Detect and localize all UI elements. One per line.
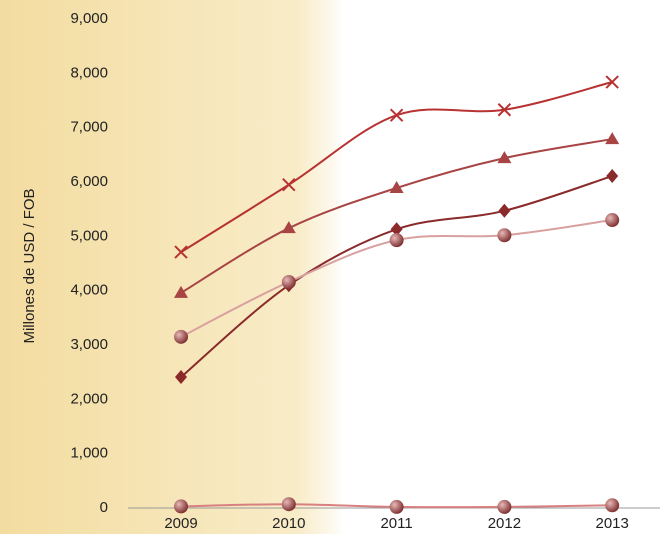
x-tick-label: 2013 xyxy=(596,515,629,532)
point xyxy=(175,370,187,385)
x-tick-label: 2009 xyxy=(164,515,197,532)
point xyxy=(281,497,296,512)
y-tick-label: 2,000 xyxy=(70,390,108,407)
y-tick-label: 7,000 xyxy=(70,119,108,136)
point xyxy=(389,108,404,122)
y-tick-label: 1,000 xyxy=(70,445,108,462)
y-tick-label: 6,000 xyxy=(70,173,108,190)
point xyxy=(281,221,296,234)
point xyxy=(605,132,620,145)
point xyxy=(497,151,512,164)
x-tick-label: 2011 xyxy=(380,515,412,532)
y-tick-label: 3,000 xyxy=(70,336,108,353)
y-tick-label: 0 xyxy=(100,499,108,516)
point xyxy=(605,75,619,89)
point xyxy=(497,103,512,117)
point xyxy=(606,169,619,184)
point xyxy=(174,285,188,298)
point xyxy=(281,274,296,289)
y-tick-label: 8,000 xyxy=(70,64,108,81)
point xyxy=(605,213,620,228)
point xyxy=(497,228,512,243)
y-tick-label: 4,000 xyxy=(70,282,108,299)
y-tick-label: 9,000 xyxy=(70,10,108,27)
point xyxy=(498,203,511,218)
point xyxy=(497,499,512,514)
point xyxy=(390,222,403,237)
point xyxy=(389,180,404,193)
point xyxy=(282,178,296,192)
point xyxy=(174,499,188,514)
point xyxy=(605,498,620,513)
point xyxy=(389,499,404,514)
x-tick-label: 2010 xyxy=(272,515,305,532)
point xyxy=(174,329,188,344)
point xyxy=(174,245,188,259)
y-tick-label: 5,000 xyxy=(70,227,108,244)
point xyxy=(389,233,404,248)
x-tick-label: 2012 xyxy=(488,515,521,532)
y-axis-label: Millones de USD / FOB xyxy=(21,188,38,343)
